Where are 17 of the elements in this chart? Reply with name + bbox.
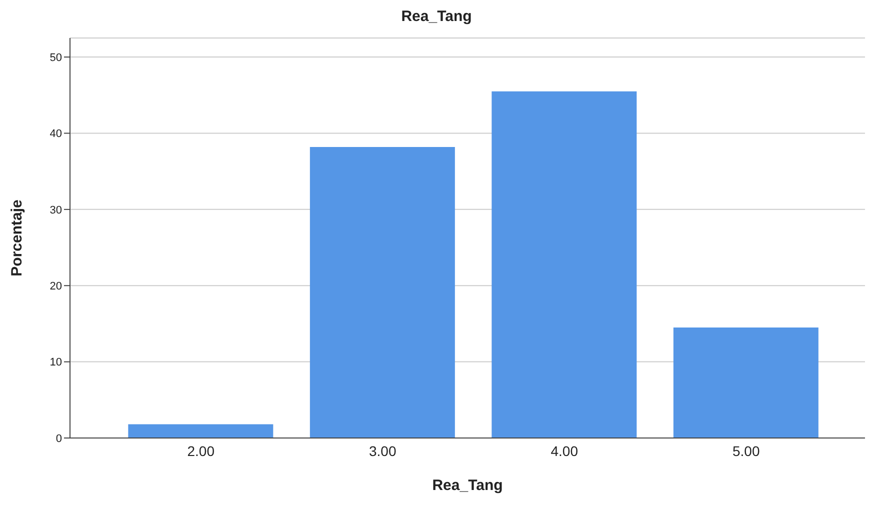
y-axis-title: Porcentaje (8, 200, 26, 276)
x-tick-label: 3.00 (369, 442, 396, 459)
x-axis-title: Rea_Tang (432, 477, 503, 494)
y-tick-label: 30 (50, 204, 62, 216)
y-tick-label: 40 (50, 128, 62, 140)
y-tick-label: 10 (50, 356, 62, 369)
chart-title: Rea_Tang (400, 8, 473, 27)
x-tick-label: 5.00 (732, 442, 760, 459)
bar (310, 146, 455, 438)
x-tick-label: 4.00 (550, 442, 578, 459)
bar (673, 328, 818, 438)
y-tick-label: 0 (56, 432, 62, 445)
x-tick-label: 2.00 (187, 442, 215, 459)
bar (128, 424, 274, 438)
y-tick-label: 50 (50, 52, 62, 64)
y-tick-label: 20 (50, 280, 62, 293)
bar (492, 91, 637, 438)
